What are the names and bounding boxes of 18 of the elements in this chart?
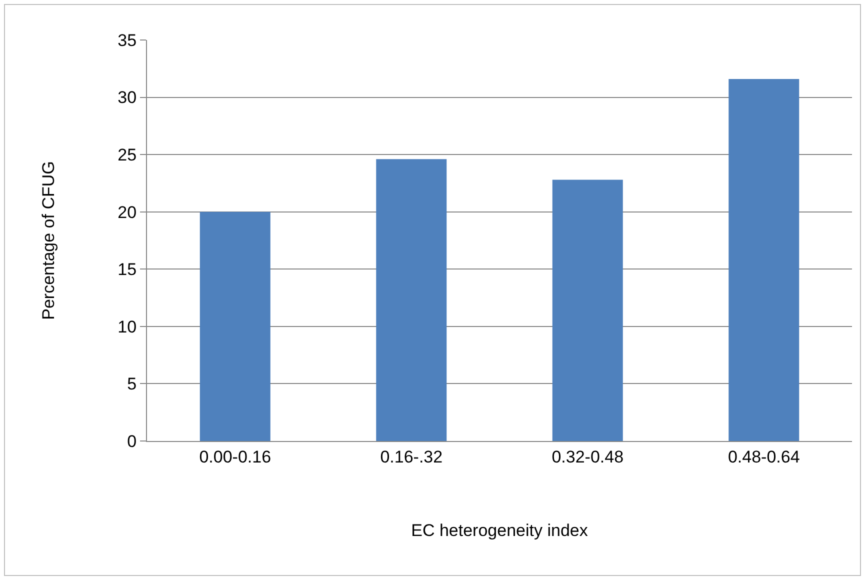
- x-tick-label: 0.00-0.16: [199, 447, 272, 466]
- y-tick-label: 25: [118, 146, 137, 165]
- x-tick-label: 0.48-0.64: [728, 447, 800, 466]
- y-tick-label: 10: [118, 317, 137, 336]
- y-tick-label: 5: [127, 374, 137, 394]
- y-tick-label: 20: [118, 202, 137, 222]
- bar: [728, 78, 800, 441]
- y-tick-label: 0: [127, 432, 137, 451]
- x-axis-title: EC heterogeneity index: [411, 520, 588, 540]
- y-axis-title: Percentage of CFUG: [39, 161, 58, 320]
- x-tick-label: 0.32-0.48: [552, 447, 624, 466]
- y-tick-label: 15: [118, 260, 137, 280]
- x-tick-label: 0.16-.32: [380, 447, 443, 466]
- bar: [552, 180, 623, 441]
- bar: [200, 212, 270, 441]
- y-tick-label: 35: [118, 30, 137, 50]
- bar: [376, 159, 447, 441]
- y-tick-label: 30: [118, 88, 137, 108]
